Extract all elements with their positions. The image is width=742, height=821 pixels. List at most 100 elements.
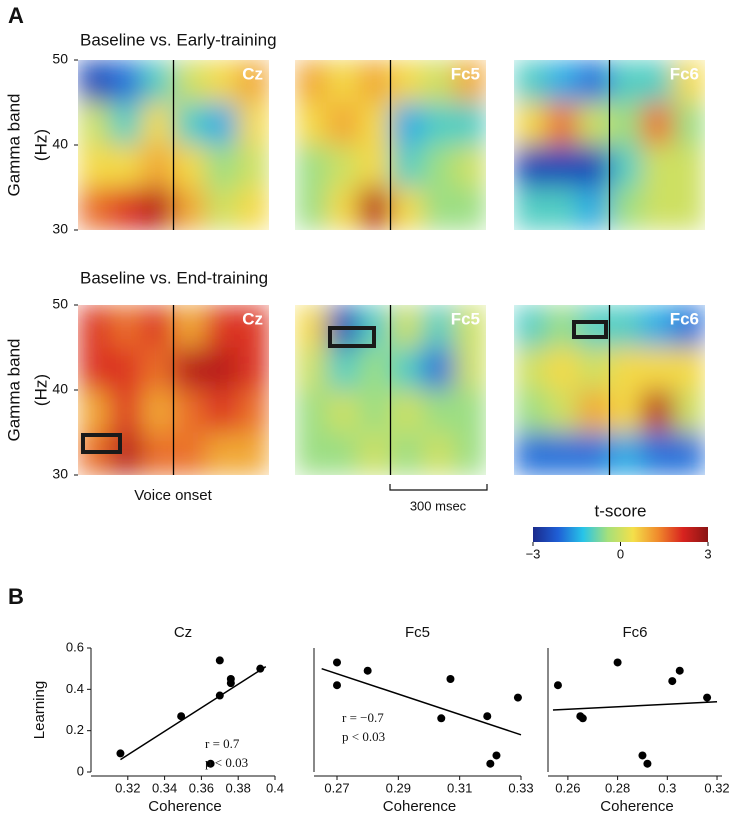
heatmap-cell	[237, 145, 269, 188]
scale-bar	[389, 484, 488, 491]
heatmap-cell	[390, 102, 423, 146]
heatmap-cell	[109, 60, 143, 103]
heatmap-cell	[609, 390, 642, 433]
scatter-point	[333, 681, 341, 690]
heatmap-cell	[390, 432, 423, 475]
heatmap-cell	[358, 390, 391, 433]
heatmap-cell	[295, 187, 328, 230]
scatter-point	[643, 759, 652, 768]
roi-box	[328, 326, 376, 348]
scatter-point	[513, 693, 522, 702]
heatmap-cell	[545, 390, 579, 433]
heatmap-cell	[514, 145, 547, 188]
y-axis-label: Gamma band	[4, 339, 23, 442]
scatter-point	[492, 751, 501, 760]
scatter-point	[116, 749, 125, 758]
heatmap-cell	[454, 390, 486, 433]
heatmap-cell	[454, 347, 486, 391]
heatmap-cell	[141, 432, 174, 475]
heatmap-cell	[237, 187, 269, 230]
heatmap-cell	[577, 60, 610, 103]
heatmap-cell	[641, 305, 674, 348]
onset-label: Voice onset	[134, 487, 212, 504]
heatmap-cell	[173, 102, 206, 146]
heatmap-cell	[577, 102, 610, 146]
heatmap-cell	[173, 145, 206, 188]
x-tick-label: 0.26	[555, 780, 580, 795]
heatmap-cell	[205, 305, 238, 348]
heatmap-cell	[390, 60, 423, 103]
x-tick-label: 0.4	[266, 780, 284, 795]
heatmap-cell	[326, 390, 360, 433]
heatmap-cell	[326, 60, 360, 103]
heatmap-cell	[205, 187, 238, 230]
heatmap	[78, 305, 269, 475]
scatter-point	[446, 675, 455, 683]
x-tick-label: 0.31	[447, 780, 472, 795]
y-tick-label: 40	[52, 136, 68, 152]
x-tick-label: 0.38	[226, 780, 251, 795]
heatmap-cell	[577, 347, 610, 391]
channel-label: Fc5	[451, 309, 480, 328]
heatmap-cell	[673, 60, 705, 103]
scatter-point	[613, 658, 622, 667]
heatmap-cell	[514, 102, 547, 146]
heatmap-cell	[609, 432, 642, 475]
annotation: r = −0.7	[342, 710, 384, 725]
heatmap-cell	[609, 60, 642, 103]
heatmap	[78, 60, 269, 230]
x-tick-label: 0.33	[508, 780, 533, 795]
panel-label: B	[8, 584, 24, 609]
heatmap-cell	[78, 102, 111, 146]
heatmap-cell	[109, 102, 143, 146]
heatmap-cell	[641, 102, 674, 146]
heatmap-cell	[237, 432, 269, 475]
heatmap-cell	[390, 390, 423, 433]
heatmap-cell	[78, 145, 111, 188]
heatmap	[514, 305, 705, 475]
heatmap-cell	[78, 60, 111, 103]
heatmap-cell	[514, 347, 547, 391]
scatter-point	[483, 712, 492, 721]
y-tick-label: 0.6	[66, 639, 84, 654]
heatmap-cell	[422, 102, 455, 146]
heatmap-cell	[237, 60, 269, 103]
heatmap-cell	[390, 347, 423, 391]
heatmap-cell	[673, 347, 705, 391]
chart-title: Cz	[174, 624, 192, 641]
heatmap-cell	[173, 390, 206, 433]
scatter-point	[638, 751, 647, 760]
heatmap-cell	[78, 187, 111, 230]
y-tick-label: 30	[52, 466, 68, 482]
y-tick-label: 40	[52, 381, 68, 397]
panel-label: A	[8, 3, 24, 28]
x-tick-label: 0.34	[152, 780, 177, 795]
heatmap-cell	[422, 432, 455, 475]
heatmap-cell	[641, 347, 674, 391]
heatmap-cell	[237, 390, 269, 433]
heatmap-cell	[326, 432, 360, 475]
heatmap-cell	[358, 60, 391, 103]
heatmap-cell	[545, 187, 579, 230]
annotation: p < 0.03	[342, 729, 385, 744]
heatmap-cell	[390, 145, 423, 188]
heatmap-cell	[641, 432, 674, 475]
heatmap-cell	[422, 145, 455, 188]
heatmap-cell	[609, 102, 642, 146]
heatmap-cell	[205, 390, 238, 433]
heatmap-cell	[237, 102, 269, 146]
y-tick-label: 30	[52, 221, 68, 237]
heatmap-cell	[673, 305, 705, 348]
channel-label: Cz	[242, 64, 263, 83]
heatmap-cell	[545, 102, 579, 146]
heatmap-cell	[326, 347, 360, 391]
heatmap-cell	[109, 305, 143, 348]
heatmap-cell	[358, 102, 391, 146]
heatmap-cell	[514, 187, 547, 230]
roi-box	[81, 433, 122, 454]
heatmap-cell	[577, 432, 610, 475]
scatter-point	[215, 656, 224, 665]
y-tick-label: 0	[77, 763, 84, 778]
scatter-point	[363, 666, 372, 675]
x-tick-label: 0.28	[605, 780, 630, 795]
